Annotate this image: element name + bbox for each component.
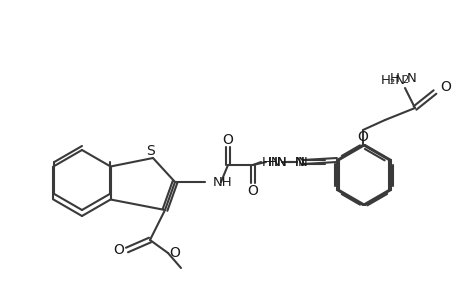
Text: HN: HN: [268, 155, 287, 169]
Text: O: O: [357, 130, 368, 144]
Text: O: O: [222, 133, 233, 147]
Text: HN: HN: [262, 155, 281, 169]
Text: O: O: [113, 243, 124, 257]
Text: N: N: [297, 155, 307, 169]
Text: H₂N: H₂N: [380, 74, 405, 86]
Text: H: H: [389, 71, 399, 85]
Text: HN: HN: [268, 155, 287, 169]
Text: O: O: [439, 80, 450, 94]
Text: 2: 2: [401, 75, 408, 85]
Text: N: N: [406, 71, 416, 85]
Text: N: N: [295, 155, 304, 169]
Text: O: O: [169, 246, 180, 260]
Text: O: O: [247, 184, 258, 198]
Text: N: N: [295, 155, 304, 169]
Text: S: S: [146, 144, 155, 158]
Text: NH: NH: [213, 176, 232, 188]
